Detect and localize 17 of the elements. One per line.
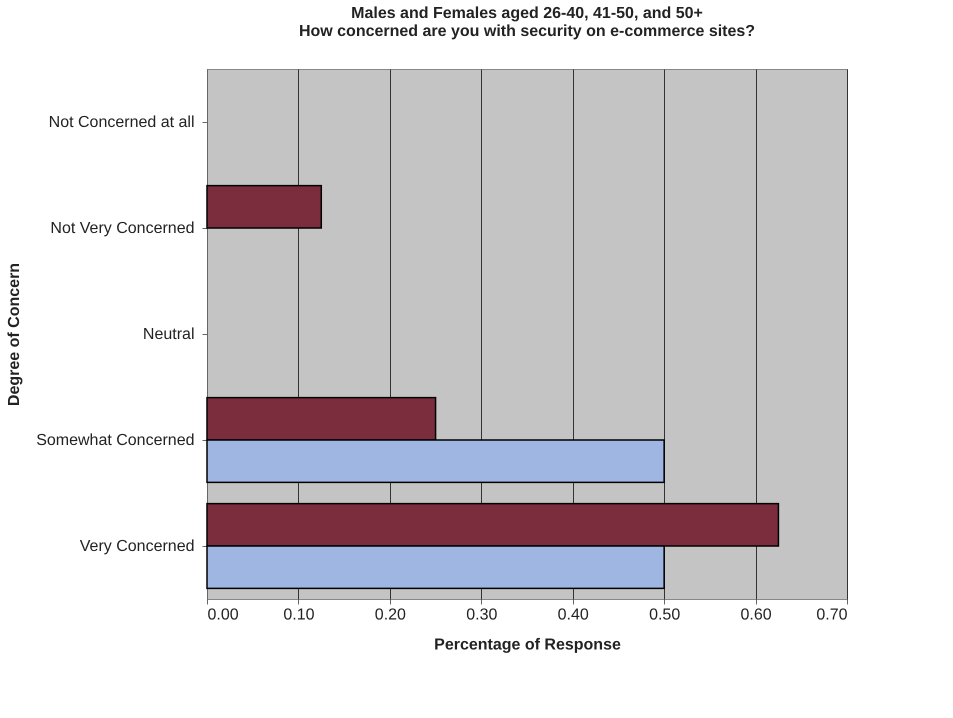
text: Males and Females aged 26-40, 41-50, and 50+ xyxy=(351,5,703,22)
x-tick-label: 0.60 xyxy=(740,606,772,624)
y-tick-label: Not Concerned at all xyxy=(48,114,194,131)
x-tick-label: 0.50 xyxy=(649,606,680,624)
x-axis-title: Percentage of Response xyxy=(434,636,621,654)
x-tick-label: 0.70 xyxy=(816,606,848,624)
y-tick-label: Somewhat Concerned xyxy=(36,432,194,449)
x-tick-label: 0.00 xyxy=(208,606,239,624)
y-axis-title: Degree of Concern xyxy=(6,262,24,406)
x-tick-label: 0.10 xyxy=(283,606,315,624)
text: How concerned are you with security on e-commerce sites? xyxy=(298,23,756,40)
y-tick-label: Very Concerned xyxy=(80,538,194,555)
x-tick-label: 0.40 xyxy=(558,606,589,624)
y-tick-label: Not Very Concerned xyxy=(50,220,194,237)
x-tick-label: 0.20 xyxy=(374,606,406,624)
x-tick-label: 0.30 xyxy=(466,606,498,624)
y-tick-label: Neutral xyxy=(142,326,194,343)
